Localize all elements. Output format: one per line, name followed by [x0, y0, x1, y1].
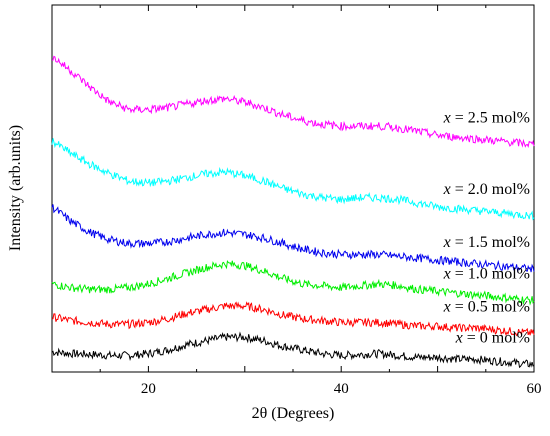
series-label: x = 1.5 mol%: [443, 234, 530, 251]
series-label-variable: x: [443, 110, 451, 127]
series-line: [51, 259, 535, 306]
series-line: [51, 204, 535, 273]
series-label-value: = 0.5 mol%: [451, 299, 530, 316]
x-tick-label: 20: [141, 381, 156, 397]
series-label-value: = 2.5 mol%: [451, 110, 530, 127]
series-label-value: = 2.0 mol%: [451, 181, 530, 198]
series-layer: [51, 55, 535, 369]
series-label: x = 0 mol%: [455, 330, 530, 347]
series-label-variable: x: [443, 181, 451, 198]
x-axis-label: 2θ (Degrees): [252, 405, 335, 422]
series-label-variable: x: [443, 265, 451, 282]
y-axis-label: Intensity (arb.units): [7, 125, 24, 251]
series-labels: x = 0 mol%x = 0.5 mol%x = 1.0 mol%x = 1.…: [443, 110, 530, 347]
x-tick-label: 40: [334, 381, 349, 397]
series-label: x = 2.0 mol%: [443, 181, 530, 198]
series-label-value: = 0 mol%: [463, 330, 530, 347]
series-label-variable: x: [455, 330, 463, 347]
series-line: [51, 331, 535, 369]
series-label-value: = 1.0 mol%: [451, 265, 530, 282]
x-tick-label: 60: [527, 381, 542, 397]
series-line: [51, 301, 535, 337]
series-line: [51, 138, 535, 221]
series-label-value: = 1.5 mol%: [451, 234, 530, 251]
series-line: [52, 55, 535, 148]
series-label: x = 1.0 mol%: [443, 265, 530, 282]
axis-ticks: 20 40 60: [51, 5, 542, 397]
series-label-variable: x: [443, 234, 451, 251]
series-label: x = 2.5 mol%: [443, 110, 530, 127]
series-label: x = 0.5 mol%: [443, 299, 530, 316]
series-label-variable: x: [443, 299, 451, 316]
